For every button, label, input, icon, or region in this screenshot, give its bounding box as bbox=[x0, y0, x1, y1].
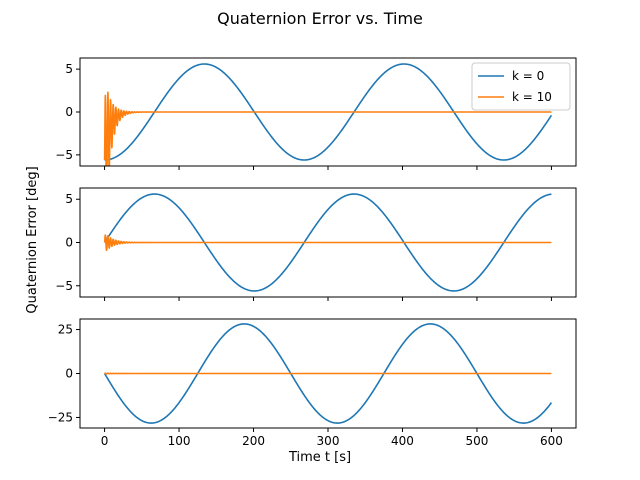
x-tick-label: 600 bbox=[540, 434, 563, 448]
x-tick-label: 500 bbox=[465, 434, 488, 448]
x-tick-label: 100 bbox=[168, 434, 191, 448]
legend-label: k = 10 bbox=[512, 90, 552, 104]
y-tick-label: −25 bbox=[48, 410, 73, 424]
series-line-k0 bbox=[104, 63, 553, 161]
x-axis-label: Time t [s] bbox=[288, 450, 351, 465]
y-tick-label: 5 bbox=[65, 192, 73, 206]
x-tick-label: 0 bbox=[101, 434, 109, 448]
y-tick-label: 0 bbox=[65, 105, 73, 119]
axes-3: 0 100 200 300 400 500 600 −25 0 25 bbox=[48, 318, 577, 448]
legend-label: k = 0 bbox=[512, 69, 544, 83]
y-tick-label: 0 bbox=[65, 367, 73, 381]
x-tick-label: 300 bbox=[317, 434, 340, 448]
axes-2: −5 0 5 bbox=[55, 187, 577, 301]
y-tick-label: −5 bbox=[55, 148, 73, 162]
y-axis-label: Quaternion Error [deg] bbox=[25, 166, 40, 313]
figure-title: Quaternion Error vs. Time bbox=[217, 9, 423, 28]
series-line-k10 bbox=[103, 372, 553, 375]
legend-box bbox=[471, 62, 571, 111]
x-tick-label: 400 bbox=[391, 434, 414, 448]
legend: k = 0 k = 10 bbox=[471, 62, 571, 111]
axes-1: −5 0 5 k = 0 k = 10 bbox=[55, 57, 577, 170]
y-tick-label: −5 bbox=[55, 279, 73, 293]
series-line-k0 bbox=[103, 193, 552, 292]
series-line-k10 bbox=[103, 234, 553, 252]
y-tick-label: 25 bbox=[58, 323, 73, 337]
series-line-k10 bbox=[103, 91, 553, 166]
y-tick-label: 5 bbox=[65, 62, 73, 76]
y-tick-label: 0 bbox=[65, 236, 73, 250]
x-tick-label: 200 bbox=[242, 434, 265, 448]
